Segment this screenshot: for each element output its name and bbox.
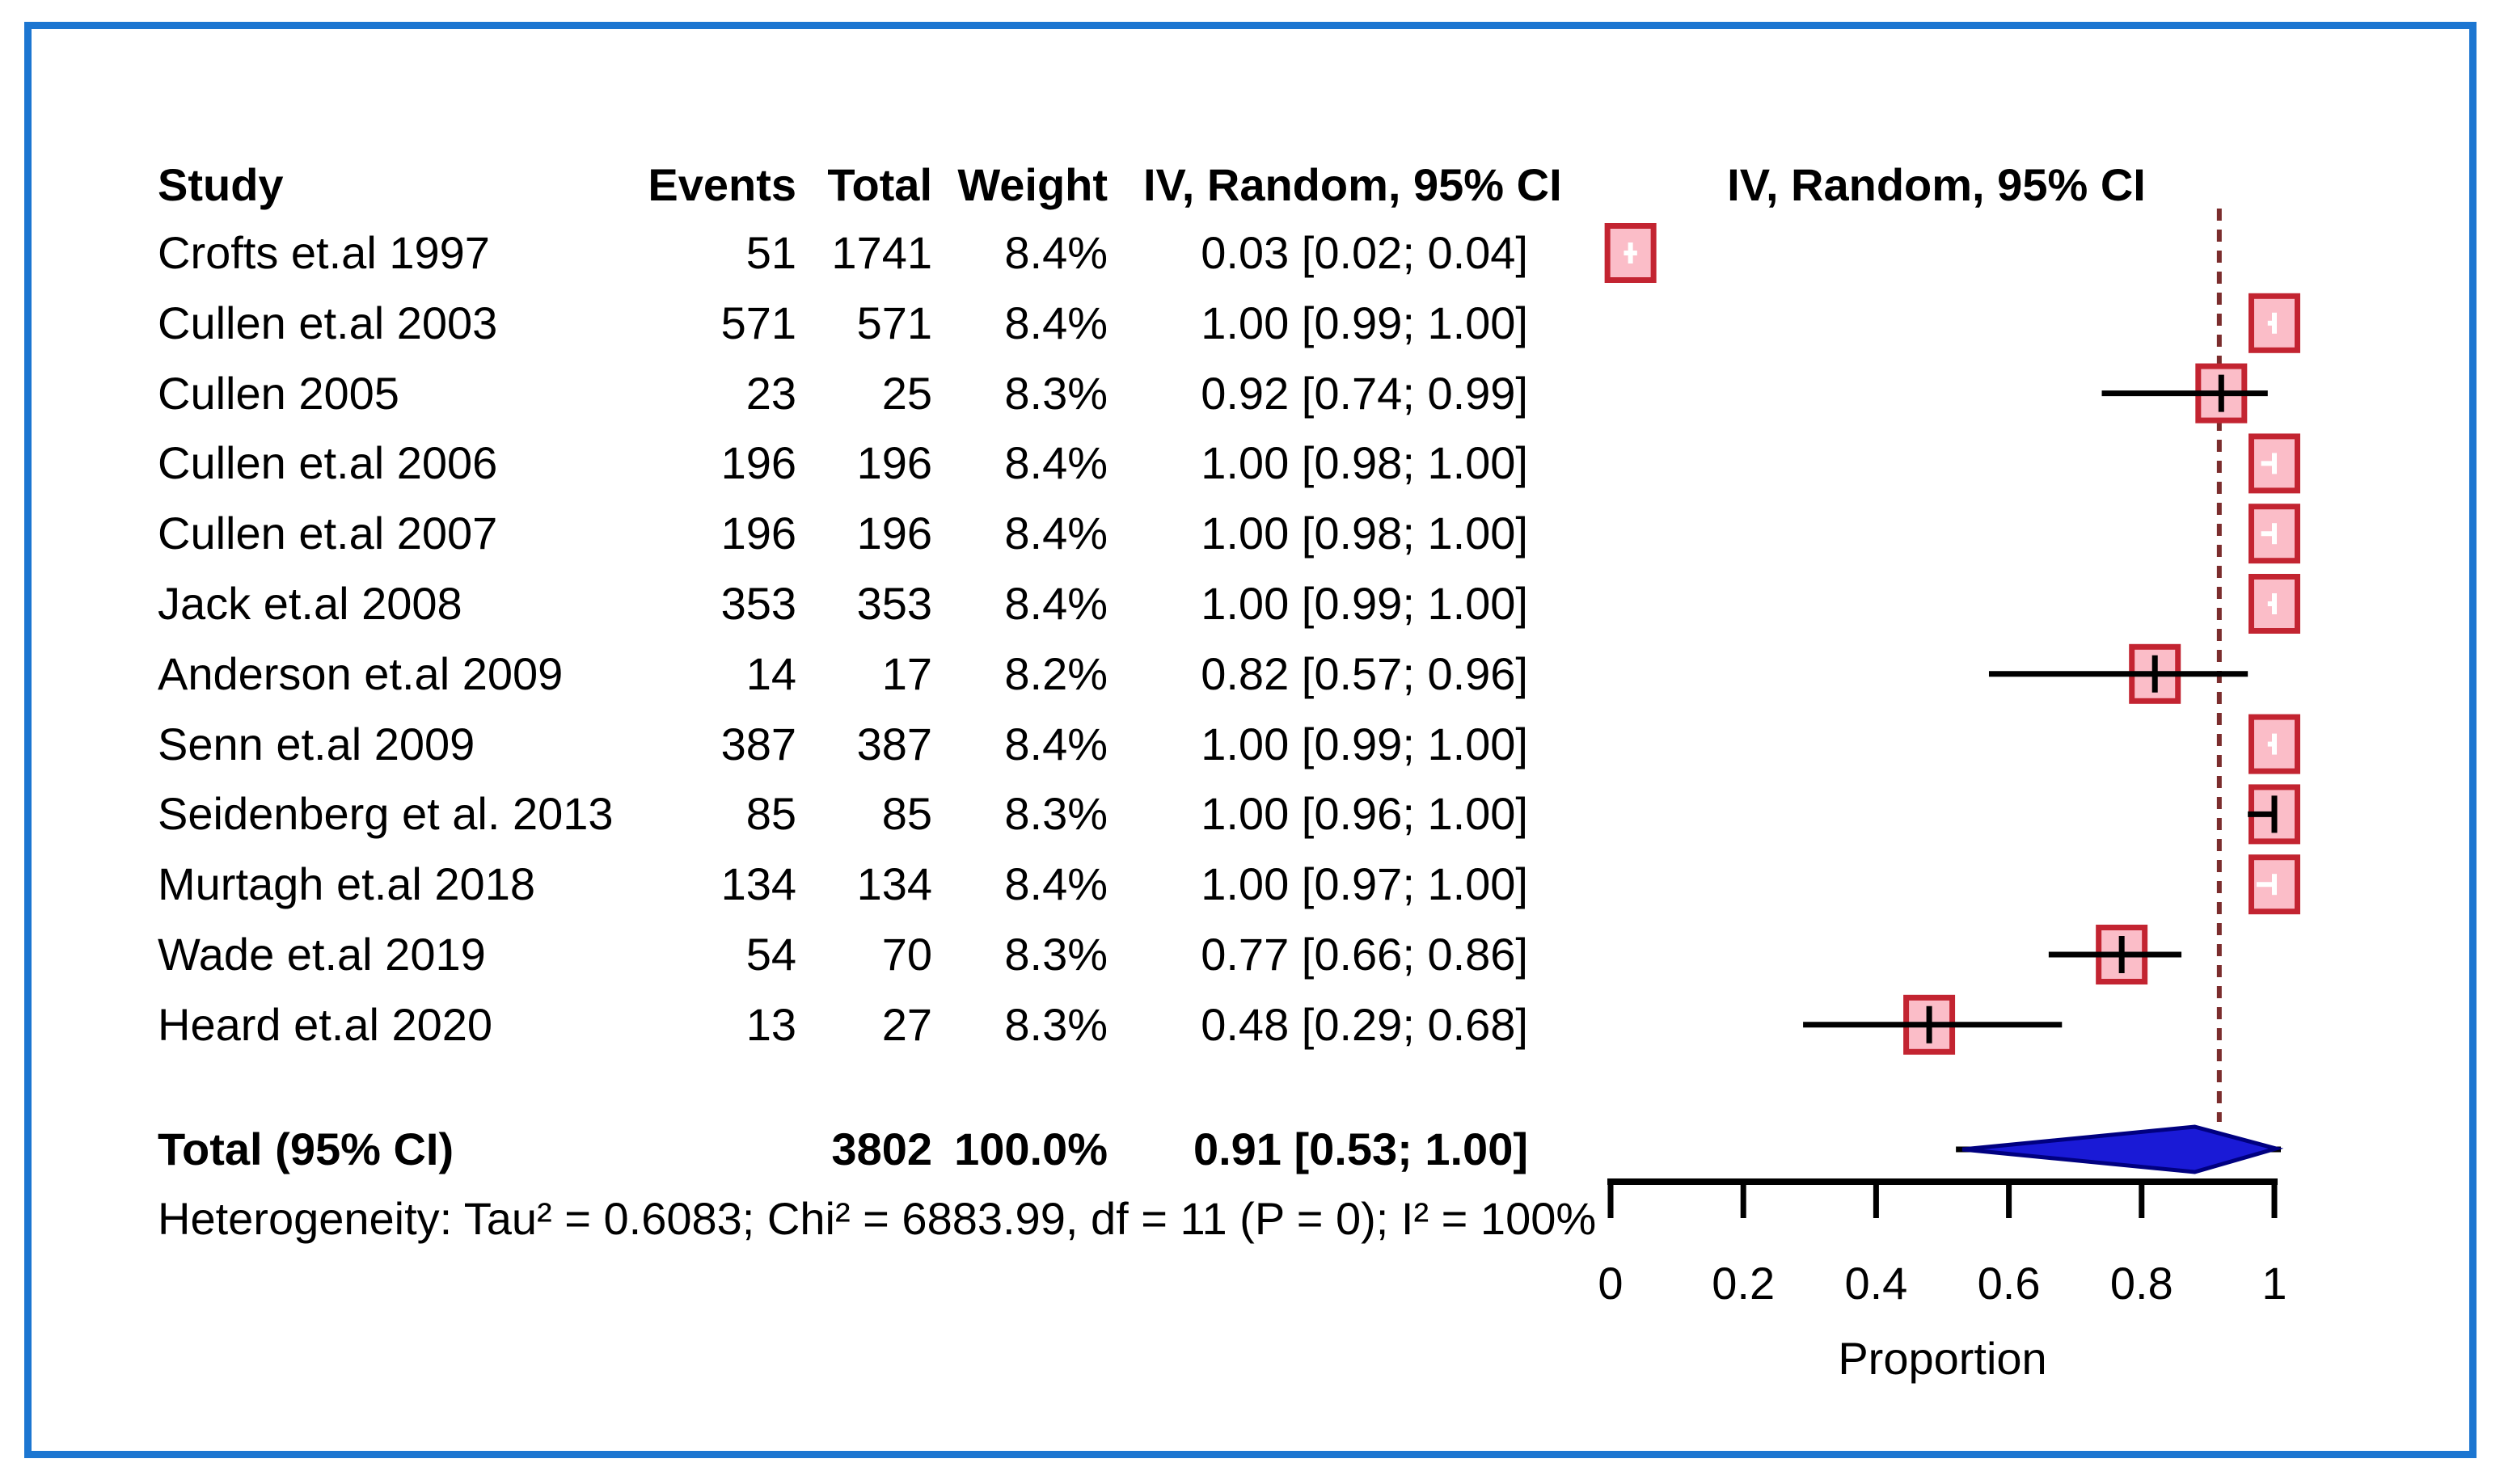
weight-cell: 8.4% bbox=[1004, 578, 1108, 629]
weight-cell: 8.2% bbox=[1004, 648, 1108, 699]
events-cell: 51 bbox=[745, 227, 796, 278]
weight-cell: 8.3% bbox=[1004, 368, 1108, 419]
study-cell: Wade et.al 2019 bbox=[158, 929, 486, 980]
weight-cell: 8.3% bbox=[1004, 929, 1108, 980]
events-cell: 134 bbox=[720, 858, 796, 909]
total-cell: 25 bbox=[881, 368, 932, 419]
total-cell: 27 bbox=[881, 999, 932, 1050]
total-row-weight: 100.0% bbox=[954, 1124, 1108, 1174]
x-axis-tick-label: 0.4 bbox=[1844, 1258, 1907, 1309]
heterogeneity-stats: Heterogeneity: Tau² = 0.6083; Chi² = 688… bbox=[158, 1193, 1597, 1244]
x-axis-tick-label: 0.8 bbox=[2110, 1258, 2173, 1309]
weight-cell: 8.3% bbox=[1004, 788, 1108, 839]
events-cell: 196 bbox=[720, 437, 796, 488]
study-cell: Senn et.al 2009 bbox=[158, 719, 475, 769]
effect-ci-cell: 1.00 [0.96; 1.00] bbox=[1201, 788, 1528, 839]
events-cell: 54 bbox=[745, 929, 796, 980]
events-cell: 353 bbox=[720, 578, 796, 629]
study-marker-square bbox=[2249, 574, 2300, 634]
study-marker-square bbox=[2249, 293, 2300, 353]
study-marker-square bbox=[1604, 223, 1657, 283]
column-header-events: Events bbox=[648, 159, 796, 210]
events-cell: 196 bbox=[720, 508, 796, 559]
study-cell: Murtagh et.al 2018 bbox=[158, 858, 535, 909]
total-cell: 70 bbox=[881, 929, 932, 980]
weight-cell: 8.4% bbox=[1004, 437, 1108, 488]
effect-ci-cell: 0.48 [0.29; 0.68] bbox=[1201, 999, 1528, 1050]
figure-border bbox=[24, 22, 2477, 1458]
x-axis-tick-label: 1 bbox=[2261, 1258, 2287, 1309]
total-cell: 196 bbox=[856, 508, 932, 559]
study-cell: Seidenberg et al. 2013 bbox=[158, 788, 614, 839]
study-cell: Crofts et.al 1997 bbox=[158, 227, 490, 278]
study-cell: Cullen et.al 2006 bbox=[158, 437, 498, 488]
events-cell: 14 bbox=[745, 648, 796, 699]
events-cell: 387 bbox=[720, 719, 796, 769]
weight-cell: 8.4% bbox=[1004, 508, 1108, 559]
effect-ci-cell: 1.00 [0.97; 1.00] bbox=[1201, 858, 1528, 909]
total-row-total: 3802 bbox=[831, 1124, 932, 1174]
effect-ci-cell: 0.03 [0.02; 0.04] bbox=[1201, 227, 1528, 278]
x-axis-tick-label: 0.6 bbox=[1978, 1258, 2041, 1309]
effect-ci-cell: 1.00 [0.99; 1.00] bbox=[1201, 297, 1528, 348]
column-header-study: Study bbox=[158, 159, 284, 210]
weight-cell: 8.4% bbox=[1004, 858, 1108, 909]
plot-header-effect-ci: IV, Random, 95% CI bbox=[1727, 159, 2146, 210]
total-row-effect: 0.91 [0.53; 1.00] bbox=[1193, 1124, 1528, 1174]
events-cell: 13 bbox=[745, 999, 796, 1050]
study-cell: Jack et.al 2008 bbox=[158, 578, 462, 629]
total-cell: 571 bbox=[856, 297, 932, 348]
study-cell: Heard et.al 2020 bbox=[158, 999, 493, 1050]
total-cell: 17 bbox=[881, 648, 932, 699]
column-header-effect-ci: IV, Random, 95% CI bbox=[1143, 159, 1562, 210]
effect-ci-cell: 1.00 [0.99; 1.00] bbox=[1201, 578, 1528, 629]
column-header-total: Total bbox=[827, 159, 932, 210]
total-cell: 196 bbox=[856, 437, 932, 488]
effect-ci-cell: 1.00 [0.98; 1.00] bbox=[1201, 437, 1528, 488]
events-cell: 23 bbox=[745, 368, 796, 419]
weight-cell: 8.4% bbox=[1004, 719, 1108, 769]
x-axis-tick-label: 0.2 bbox=[1712, 1258, 1775, 1309]
events-cell: 85 bbox=[745, 788, 796, 839]
total-cell: 353 bbox=[856, 578, 932, 629]
effect-ci-cell: 1.00 [0.99; 1.00] bbox=[1201, 719, 1528, 769]
x-axis-title: Proportion bbox=[1838, 1333, 2046, 1384]
pooled-diamond bbox=[1961, 1124, 2284, 1174]
total-cell: 134 bbox=[856, 858, 932, 909]
total-row-label: Total (95% CI) bbox=[158, 1124, 454, 1174]
effect-ci-cell: 0.92 [0.74; 0.99] bbox=[1201, 368, 1528, 419]
total-cell: 387 bbox=[856, 719, 932, 769]
effect-ci-cell: 1.00 [0.98; 1.00] bbox=[1201, 508, 1528, 559]
effect-ci-cell: 0.82 [0.57; 0.96] bbox=[1201, 648, 1528, 699]
total-cell: 1741 bbox=[831, 227, 932, 278]
study-cell: Cullen et.al 2007 bbox=[158, 508, 498, 559]
weight-cell: 8.3% bbox=[1004, 999, 1108, 1050]
study-cell: Cullen 2005 bbox=[158, 368, 399, 419]
total-cell: 85 bbox=[881, 788, 932, 839]
events-cell: 571 bbox=[720, 297, 796, 348]
weight-cell: 8.4% bbox=[1004, 297, 1108, 348]
study-cell: Cullen et.al 2003 bbox=[158, 297, 498, 348]
effect-ci-cell: 0.77 [0.66; 0.86] bbox=[1201, 929, 1528, 980]
weight-cell: 8.4% bbox=[1004, 227, 1108, 278]
x-axis-tick-label: 0 bbox=[1598, 1258, 1623, 1309]
study-cell: Anderson et.al 2009 bbox=[158, 648, 564, 699]
column-header-weight: Weight bbox=[957, 159, 1108, 210]
